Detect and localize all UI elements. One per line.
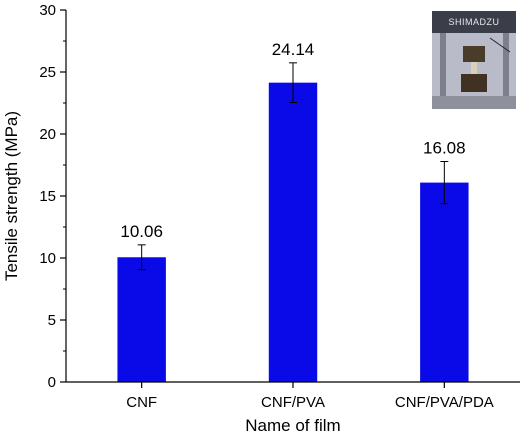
plot-area: 10.06 24.14 16.08	[117, 40, 469, 382]
y-tick-label: 20	[39, 126, 56, 143]
y-tick-label: 0	[48, 374, 56, 391]
bar	[117, 257, 166, 382]
photo-brand-text: SHIMADZU	[449, 17, 500, 27]
machine-column-left	[440, 33, 446, 105]
cable-icon	[489, 37, 511, 53]
inset-photo: SHIMADZU	[432, 11, 516, 109]
bar-value-label: 10.06	[120, 222, 163, 241]
y-tick-label: 30	[39, 2, 56, 19]
y-axis-title: Tensile strength (MPa)	[2, 111, 21, 281]
y-axis-ticks: 0 5 10 15 20 25 30	[39, 2, 66, 391]
bar-value-label: 24.14	[272, 40, 315, 59]
machine-header	[432, 11, 516, 33]
machine-column-right	[503, 33, 509, 105]
x-tick-label: CNF	[126, 394, 157, 411]
x-tick-label: CNF/PVA/PDA	[395, 394, 494, 411]
upper-grip	[463, 46, 485, 62]
y-tick-label: 25	[39, 64, 56, 81]
bar-value-label: 16.08	[423, 139, 466, 158]
x-axis-title: Name of film	[245, 416, 340, 435]
lower-grip	[461, 74, 487, 92]
y-tick-label: 5	[48, 312, 56, 329]
machine-base	[432, 96, 516, 109]
bar	[268, 82, 318, 382]
bar	[420, 182, 469, 382]
x-axis-ticks: CNF CNF/PVA CNF/PVA/PDA	[126, 382, 494, 411]
x-tick-label: CNF/PVA	[261, 394, 325, 411]
specimen	[471, 62, 477, 74]
y-tick-label: 10	[39, 250, 56, 267]
y-tick-label: 15	[39, 188, 56, 205]
